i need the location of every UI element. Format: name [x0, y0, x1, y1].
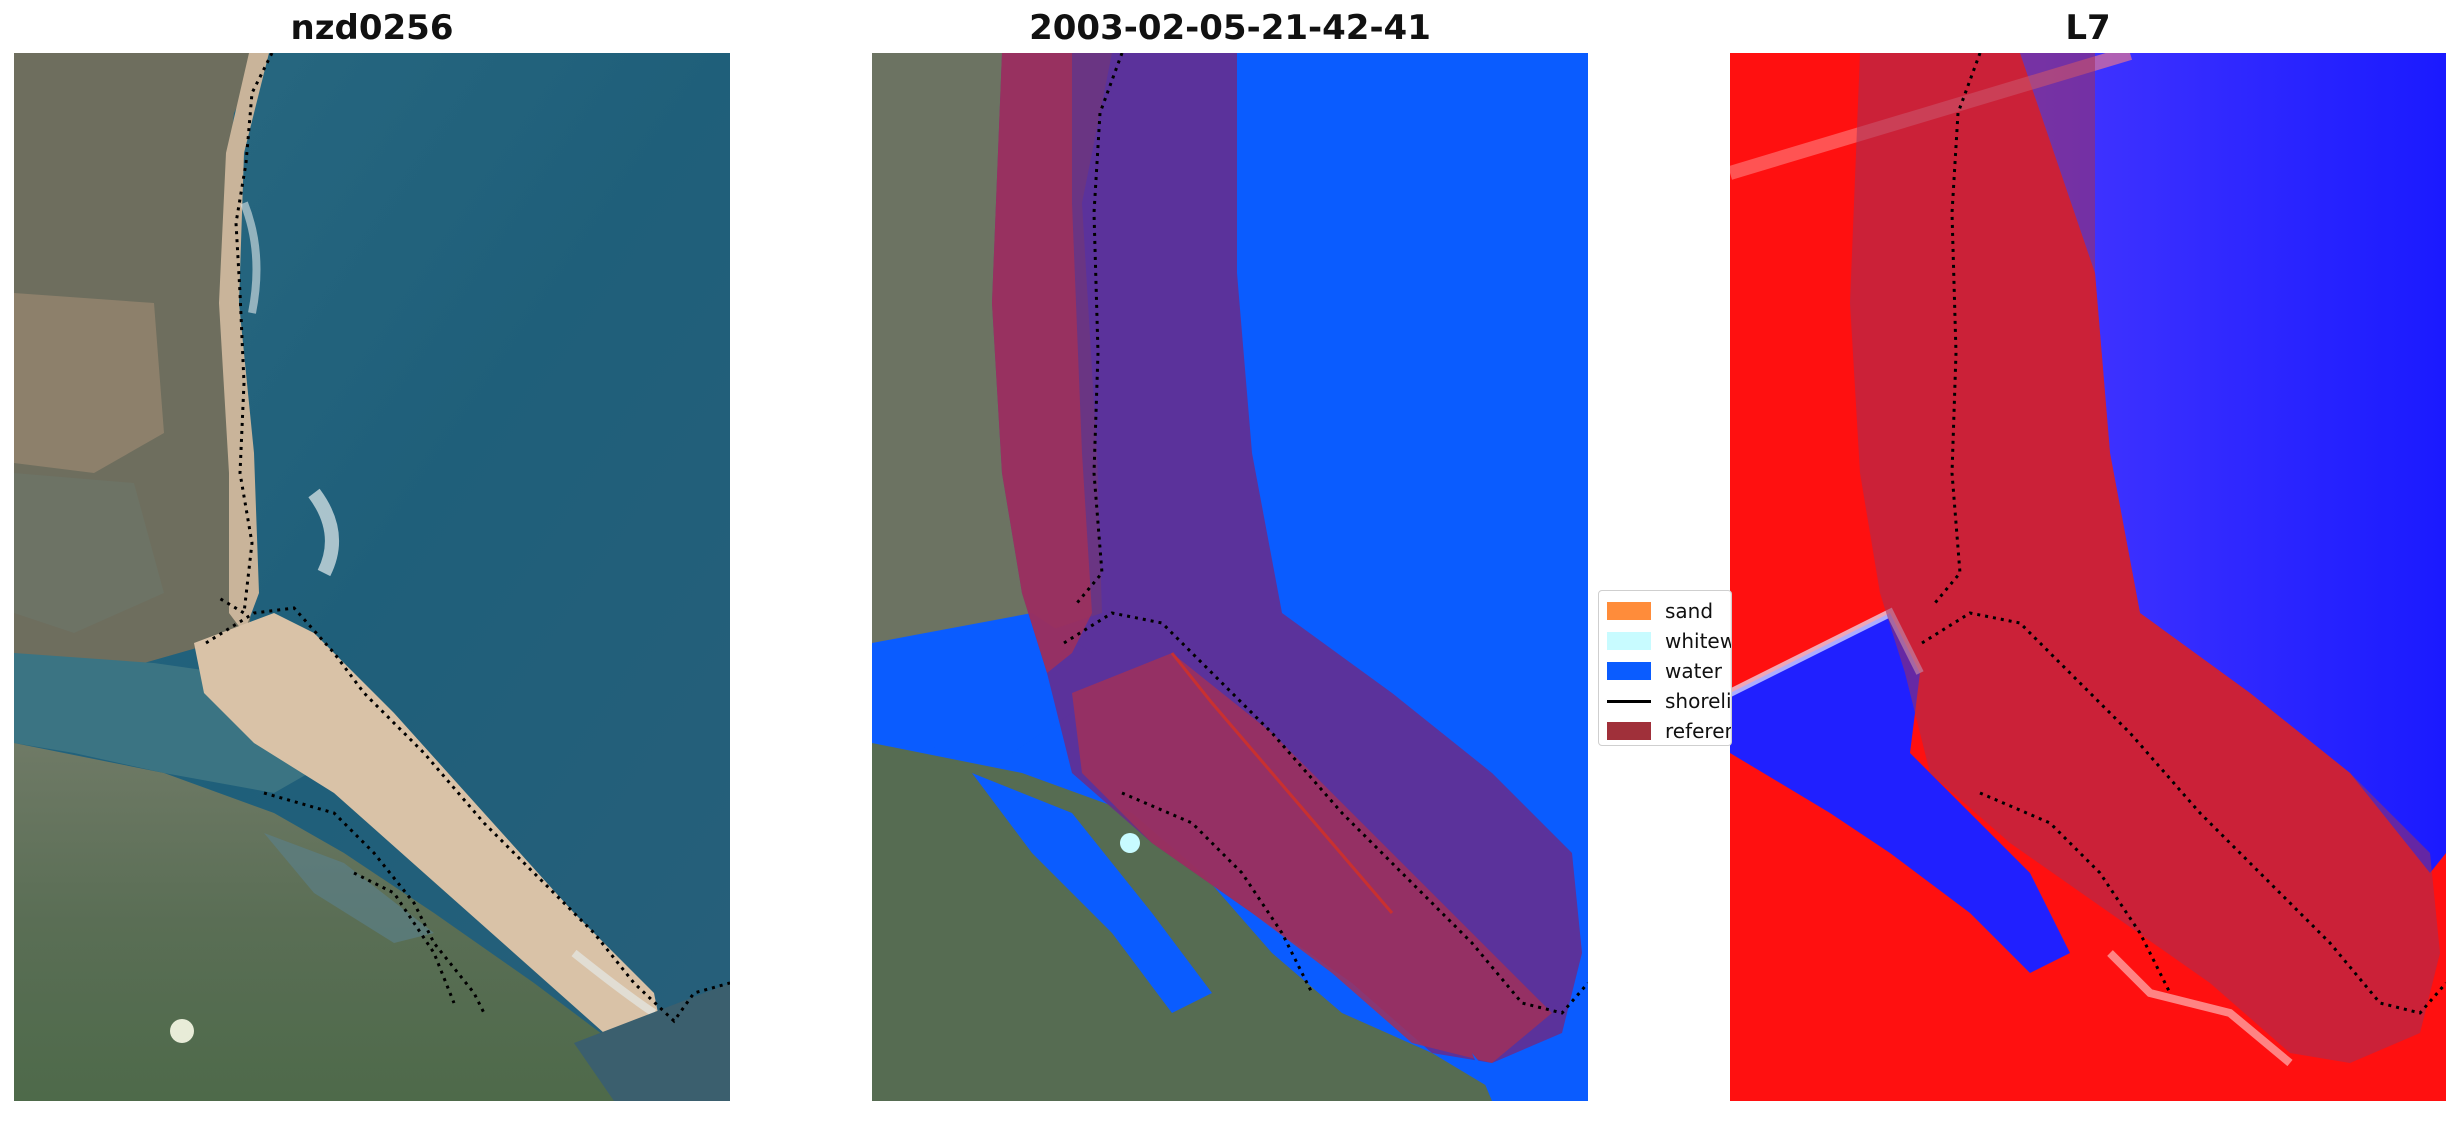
legend-item-water: water	[1607, 656, 1731, 686]
legend-swatch-whitewater	[1607, 632, 1651, 650]
lagoon-water-class	[872, 613, 1092, 753]
legend-item-reference: reference	[1607, 716, 1731, 745]
rgb-satellite-image	[14, 53, 730, 1101]
sand-spit	[194, 613, 664, 1043]
index-image-panel	[1730, 53, 2446, 1101]
panel-title-index: L7	[2065, 8, 2111, 48]
white-building	[170, 1019, 194, 1043]
index-lagoon	[1730, 613, 2070, 973]
southern-land	[14, 743, 674, 1101]
reference-buffer-index	[1850, 53, 2440, 1063]
legend-swatch-water	[1607, 662, 1651, 680]
legend-item-sand: sand	[1607, 596, 1731, 626]
classified-image	[872, 53, 1588, 1101]
legend-swatch-reference	[1607, 722, 1651, 740]
rgb-image-panel	[14, 53, 730, 1101]
shoreline-rgb	[205, 53, 730, 1024]
legend-line-shoreline	[1607, 699, 1651, 703]
l7-index-image	[1730, 53, 2446, 1101]
index-water-area	[1970, 53, 2446, 873]
classified-image-panel	[872, 53, 1588, 1101]
shoreline-classified	[1063, 53, 1588, 1015]
whitewater-class-patch	[1120, 833, 1140, 853]
northern-beach	[219, 53, 269, 633]
legend-item-shoreline: shoreline	[1607, 686, 1731, 716]
legend-swatch-sand	[1607, 602, 1651, 620]
panel-title-classified: 2003-02-05-21-42-41	[1029, 8, 1431, 48]
panel-title-rgb: nzd0256	[290, 8, 454, 48]
shoreline-index	[1921, 53, 2446, 1015]
